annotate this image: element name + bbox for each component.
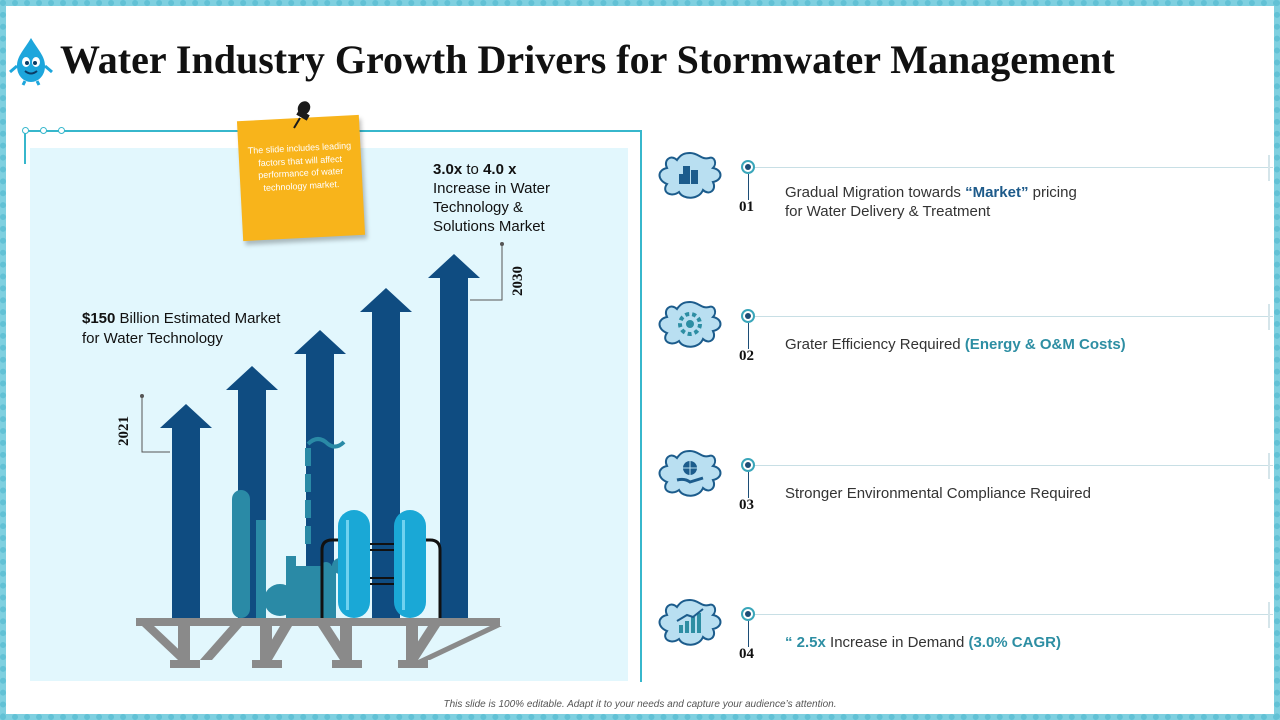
frame-dot [58,127,65,134]
year-end-dot [500,242,504,246]
driver-text-part: Stronger Environmental Compliance Requir… [785,485,1091,502]
growth-arrow-5 [428,254,480,618]
driver-divider-end [1268,304,1270,330]
pushpin-icon [293,101,311,129]
driver-divider [743,316,1273,317]
frame-right-line [640,130,642,682]
end-market-from: 3.0x [433,161,463,178]
year-end-connector [470,244,503,301]
driver-item-01: 01 Gradual Migration towards “Market” pr… [655,150,1275,250]
driver-text-part: pricing [1028,184,1077,201]
footer-note: This slide is 100% editable. Adapt it to… [443,699,837,710]
end-market-note: 3.0x to 4.0 x Increase in Water Technolo… [433,160,633,236]
end-market-to: 4.0 x [483,161,517,178]
driver-item-03: 03 Stronger Environmental Compliance Req… [655,448,1275,548]
driver-number: 03 [739,497,754,513]
start-market-text: Billion Estimated Market for Water Techn… [82,310,281,347]
driver-stem [748,621,749,647]
driver-text: Grater Efficiency Required (Energy & O&M… [785,335,1126,354]
building-splash-icon [658,151,722,199]
year-end-label: 2030 [510,266,526,296]
driver-prefix-accent: “ 2.5x [785,634,826,651]
growth-arrow-1 [160,404,212,618]
driver-divider [743,614,1273,615]
driver-marker [741,607,755,621]
driver-divider [743,167,1273,168]
end-market-text: Increase in Water Technology & Solutions… [433,180,550,235]
year-start-connector [141,396,170,453]
frame-dot [22,127,29,134]
start-market-note: $150 Billion Estimated Market for Water … [82,309,282,348]
driver-text: “ 2.5x Increase in Demand (3.0% CAGR) [785,633,1061,652]
driver-accent: “Market” [965,184,1029,201]
driver-text: Gradual Migration towards “Market” prici… [785,183,1077,221]
sticky-note: The slide includes leading factors that … [236,114,366,242]
driver-marker [741,458,755,472]
driver-divider [743,465,1273,466]
driver-divider-end [1268,453,1270,479]
gear-splash-icon [658,300,722,348]
page-title: Water Industry Growth Drivers for Stormw… [60,37,1115,82]
driver-item-04: 04 “ 2.5x Increase in Demand (3.0% CAGR) [655,597,1275,697]
year-start-label: 2021 [116,416,132,446]
driver-text-part: Grater Efficiency Required [785,336,965,353]
start-market-highlight: $150 [82,310,116,327]
driver-text: Stronger Environmental Compliance Requir… [785,484,1091,503]
driver-number: 04 [739,646,754,662]
driver-divider-end [1268,155,1270,181]
driver-text-part: Increase in Demand [825,634,969,651]
driver-marker [741,309,755,323]
driver-accent: (Energy & O&M Costs) [964,336,1126,353]
driver-text-part: Gradual Migration towards [785,184,966,201]
growth-illustration [136,242,504,668]
year-start-dot [140,394,144,398]
driver-number: 02 [739,348,754,364]
growth-panel [30,148,628,681]
driver-divider-end [1268,602,1270,628]
frame-dot [40,127,47,134]
driver-accent: (3.0% CAGR) [968,634,1061,651]
driver-number: 01 [739,199,754,215]
end-market-to-word: to [462,161,484,178]
frame-left-line [24,130,26,164]
sticky-note-text: The slide includes leading factors that … [247,140,352,193]
driver-item-02: 02 Grater Efficiency Required (Energy & … [655,299,1275,399]
growth-chart-splash-icon [658,598,722,646]
driver-stem [748,472,749,498]
driver-stem [748,174,749,200]
water-plant-illustration [232,437,442,618]
water-drop-mascot-icon [9,38,53,86]
platform-illustration [136,618,502,668]
growth-arrows [160,254,480,618]
driver-marker [741,160,755,174]
driver-stem [748,323,749,349]
globe-hand-splash-icon [658,449,722,497]
driver-text-line2: for Water Delivery & Treatment [785,203,991,220]
